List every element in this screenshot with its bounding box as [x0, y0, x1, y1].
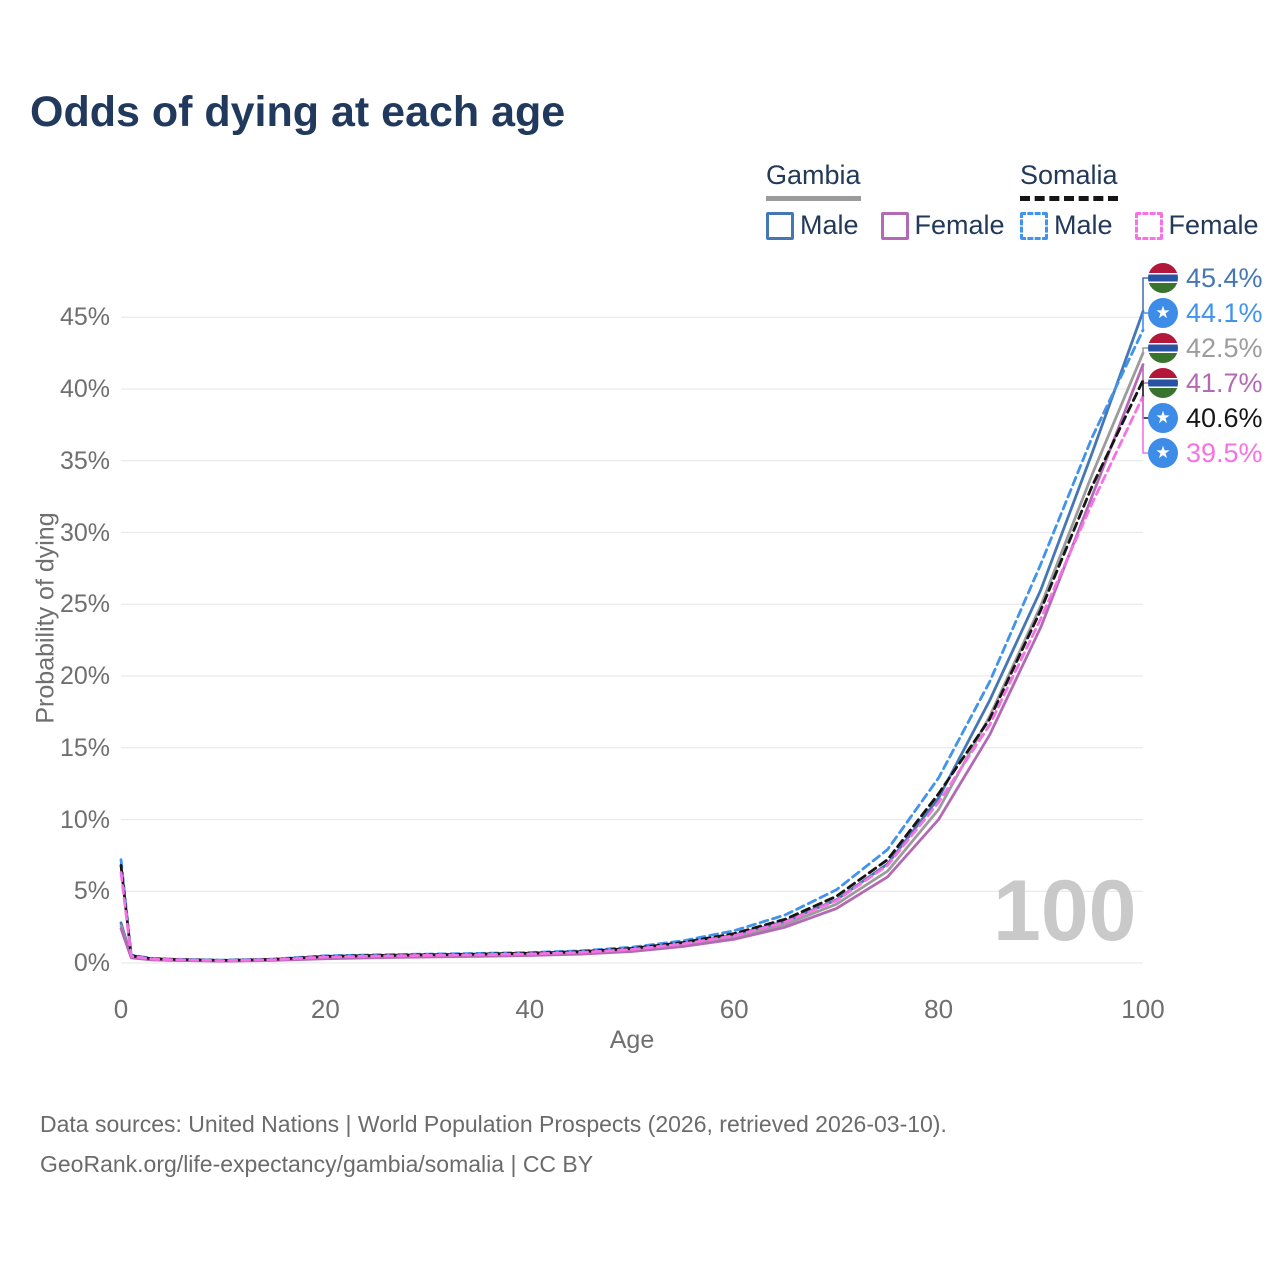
x-tick-label: 20	[310, 994, 340, 1024]
y-tick-label: 40%	[59, 375, 110, 403]
series-line-gambia-female[interactable]	[119, 363, 1145, 963]
somalia-flag-icon: ★	[1148, 298, 1178, 328]
legend-country-gambia[interactable]: Gambia	[766, 160, 861, 201]
legend-swatch-icon	[766, 211, 794, 240]
end-label-value: 45.4%	[1186, 262, 1263, 293]
somalia-flag-icon: ★	[1148, 403, 1178, 433]
series-line-gambia[interactable]	[119, 351, 1145, 963]
age-counter-watermark: 100	[993, 863, 1137, 959]
legend-item-gambia-male[interactable]: Male	[766, 210, 859, 241]
series-line-somalia-female[interactable]	[119, 394, 1145, 962]
legend-item-label: Male	[800, 210, 859, 240]
x-tick-label: 80	[924, 994, 954, 1024]
page-title: Odds of dying at each age	[30, 88, 566, 136]
end-label-somalia-female: ★ 39.5%	[1148, 436, 1263, 470]
leader-line	[1142, 396, 1150, 454]
end-label-value: 41.7%	[1186, 367, 1263, 398]
somalia-flag-icon: ★	[1148, 438, 1178, 468]
end-label-gambia-male: 45.4%	[1148, 261, 1263, 295]
series-line-somalia-male[interactable]	[119, 328, 1145, 962]
series-line-somalia[interactable]	[119, 378, 1145, 962]
footer-link: GeoRank.org/life-expectancy/gambia/somal…	[40, 1151, 594, 1177]
x-tick-label: 60	[719, 994, 749, 1024]
legend-item-gambia-female[interactable]: Female	[880, 210, 1005, 241]
legend-group-gambia: Gambia Male Female	[766, 160, 1027, 241]
x-tick-label: 100	[1121, 994, 1165, 1024]
leader-line	[1142, 312, 1150, 331]
legend-items-somalia: Male Female	[1020, 210, 1280, 241]
end-label-somalia-male: ★ 44.1%	[1148, 296, 1263, 330]
end-label-value: 42.5%	[1186, 332, 1263, 363]
gambia-flag-icon	[1148, 263, 1178, 293]
legend-item-label: Male	[1054, 210, 1113, 240]
legend-swatch-icon	[1134, 211, 1163, 240]
y-tick-label: 5%	[73, 877, 110, 906]
end-label-value: 44.1%	[1186, 297, 1263, 328]
y-tick-label: 30%	[59, 518, 110, 547]
star-icon: ★	[1155, 407, 1171, 427]
footer: Data sources: United Nations | World Pop…	[40, 1104, 947, 1184]
legend-items-gambia: Male Female	[766, 210, 1027, 241]
y-tick-label: 35%	[59, 446, 110, 475]
star-icon: ★	[1155, 302, 1171, 322]
end-label-somalia: ★ 40.6%	[1148, 401, 1263, 435]
y-tick-label: 15%	[59, 733, 110, 762]
star-icon: ★	[1155, 442, 1171, 462]
y-tick-label: 10%	[59, 805, 110, 834]
end-label-value: 39.5%	[1186, 437, 1263, 468]
end-label-gambia: 42.5%	[1148, 331, 1263, 365]
footer-sources: Data sources: United Nations | World Pop…	[40, 1111, 947, 1137]
legend-swatch-icon	[880, 211, 909, 240]
gambia-flag-icon	[1148, 368, 1178, 398]
series-line-gambia-male[interactable]	[119, 310, 1145, 963]
gambia-flag-icon	[1148, 333, 1178, 363]
y-tick-label: 45%	[59, 303, 110, 332]
legend-item-label: Female	[914, 210, 1005, 240]
legend-swatch-icon	[1020, 211, 1048, 240]
legend-country-somalia[interactable]: Somalia	[1020, 160, 1118, 201]
end-label-value: 40.6%	[1186, 402, 1263, 433]
legend-item-somalia-male[interactable]: Male	[1020, 210, 1113, 241]
end-label-gambia-female: 41.7%	[1148, 366, 1263, 400]
x-axis-title: Age	[609, 1026, 655, 1054]
leader-line	[1142, 277, 1150, 312]
legend-item-label: Female	[1168, 210, 1259, 240]
x-tick-label: 40	[515, 994, 545, 1024]
y-tick-label: 25%	[59, 590, 110, 619]
y-axis-title: Probability of dying	[31, 512, 60, 724]
legend-group-somalia: Somalia Male Female	[1020, 160, 1280, 241]
y-tick-label: 0%	[73, 949, 110, 977]
x-tick-label: 0	[113, 994, 129, 1024]
legend-item-somalia-female[interactable]: Female	[1134, 210, 1259, 241]
y-tick-label: 20%	[59, 662, 110, 690]
leader-line	[1142, 347, 1150, 354]
